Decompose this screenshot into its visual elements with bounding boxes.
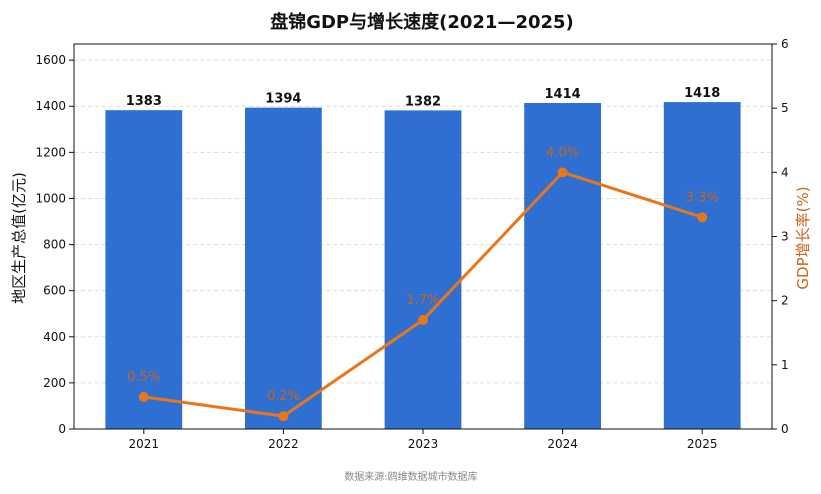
bar-value-label: 1414 xyxy=(545,87,581,102)
y-left-tick-label: 600 xyxy=(43,284,66,298)
y-right-tick-label: 2 xyxy=(781,294,789,308)
y-left-tick-label: 1000 xyxy=(35,191,66,205)
line-point xyxy=(138,391,149,402)
source-note: 数据来源:鸥维数据城市数据库 xyxy=(344,470,477,483)
y-right-tick-label: 4 xyxy=(781,165,789,179)
bar-value-label: 1383 xyxy=(126,94,162,109)
bar xyxy=(663,102,741,429)
line-point xyxy=(697,212,708,223)
y-axis-right: 0 1 2 3 4 5 6 xyxy=(772,37,789,436)
x-axis: 2021 2022 2023 2024 2025 xyxy=(129,429,718,451)
y-axis-left: 0 200 400 600 800 1000 1200 1400 1600 xyxy=(35,53,74,436)
bar xyxy=(524,103,601,429)
bar-series: 1383 1394 1382 1414 1418 xyxy=(105,86,741,430)
line-point xyxy=(418,314,428,325)
x-tick-label: 2022 xyxy=(268,437,299,451)
y-left-tick-label: 400 xyxy=(43,330,66,344)
bar xyxy=(105,110,183,429)
y-right-tick-label: 6 xyxy=(781,37,789,51)
x-tick-label: 2021 xyxy=(129,437,160,451)
x-tick-label: 2024 xyxy=(547,437,578,451)
y-left-tick-label: 1400 xyxy=(35,99,66,113)
x-tick-label: 2023 xyxy=(408,437,439,451)
x-tick-label: 2025 xyxy=(687,437,718,451)
bar-value-label: 1418 xyxy=(684,86,720,101)
y-right-tick-label: 1 xyxy=(781,358,789,372)
line-value-label: 0.5% xyxy=(127,370,160,385)
bar-value-label: 1382 xyxy=(405,94,441,109)
y-left-tick-label: 0 xyxy=(58,422,66,436)
y-axis-left-label: 地区生产总值(亿元) xyxy=(10,172,28,304)
y-right-tick-label: 0 xyxy=(781,422,789,436)
y-right-tick-label: 3 xyxy=(781,230,789,244)
line-point xyxy=(278,411,289,422)
line-series: 0.5% 0.2% 1.7% 4.0% 3.3% xyxy=(127,145,719,422)
line-point xyxy=(557,167,568,178)
y-right-tick-label: 5 xyxy=(781,101,789,115)
bar-value-label: 1394 xyxy=(265,92,301,107)
line-value-label: 0.2% xyxy=(267,389,300,404)
y-axis-right-label: GDP增长率(%) xyxy=(794,186,812,289)
bar xyxy=(384,110,462,430)
y-left-tick-label: 200 xyxy=(43,376,66,390)
line-value-label: 1.7% xyxy=(406,293,439,308)
line-value-label: 3.3% xyxy=(686,190,719,205)
y-left-tick-label: 1200 xyxy=(35,145,66,159)
y-left-tick-label: 800 xyxy=(43,238,66,252)
y-left-tick-label: 1600 xyxy=(35,53,66,67)
line-value-label: 4.0% xyxy=(546,145,579,160)
bar xyxy=(245,107,322,429)
chart-title: 盘锦GDP与增长速度(2021—2025) xyxy=(270,11,574,33)
